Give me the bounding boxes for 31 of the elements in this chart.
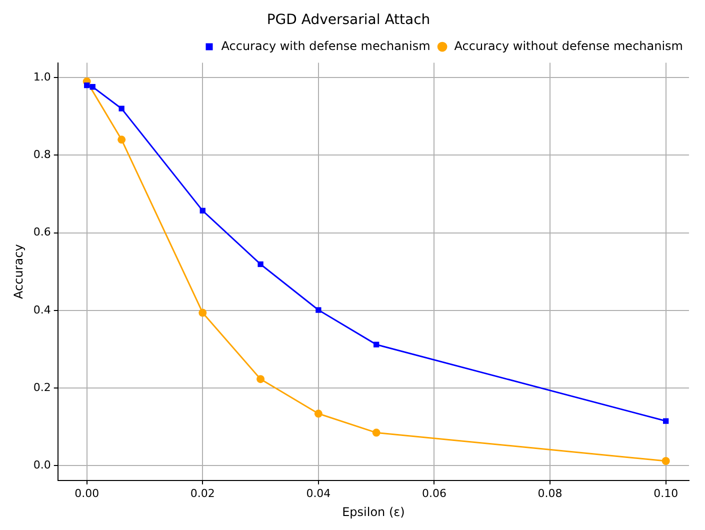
point [200,208,206,214]
x-tick-label: 0.10 [654,486,678,500]
point [90,84,96,90]
point [662,456,670,465]
x-tick-label: 0.00 [74,486,100,500]
point [374,342,380,348]
point [256,375,265,384]
y-tick-label: 0.6 [33,226,51,239]
y-axis-title: Accuracy [11,244,26,299]
point [663,418,669,424]
point [258,261,264,268]
point [372,428,380,437]
point [314,410,322,418]
point [118,136,126,144]
chart-title: PGD Adversarial Attach [266,12,430,28]
x-tick-label: 0.08 [538,486,562,500]
y-tick-label: 1.0 [33,70,51,84]
x-axis-title: Epsilon (ε) [342,504,405,519]
legend-label: Accuracy with defense mechanism [221,38,430,53]
legend-label: Accuracy without defense mechanism [454,38,684,53]
y-tick-label: 0.2 [33,380,51,394]
point [118,106,124,112]
y-tick-label: 0.4 [33,303,51,316]
y-tick-label: 0.0 [33,458,51,472]
point [198,308,207,317]
x-tick-label: 0.06 [422,486,446,500]
x-tick-label: 0.04 [306,486,331,500]
y-tick-label: 0.8 [33,148,51,162]
point [316,307,322,313]
point [84,82,90,88]
x-tick-label: 0.02 [190,486,215,500]
